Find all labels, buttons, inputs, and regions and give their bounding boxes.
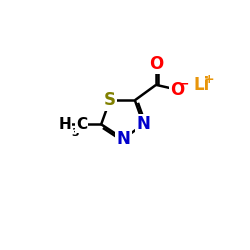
Text: +: + (204, 72, 215, 86)
Text: O: O (149, 55, 163, 73)
Text: C: C (76, 117, 87, 132)
Text: O: O (170, 81, 184, 99)
Text: −: − (179, 78, 189, 90)
Text: N: N (136, 115, 150, 133)
Text: N: N (116, 130, 130, 148)
Text: Li: Li (193, 76, 210, 94)
Text: S: S (104, 91, 116, 109)
Text: 3: 3 (72, 128, 79, 138)
Text: H: H (58, 117, 71, 132)
